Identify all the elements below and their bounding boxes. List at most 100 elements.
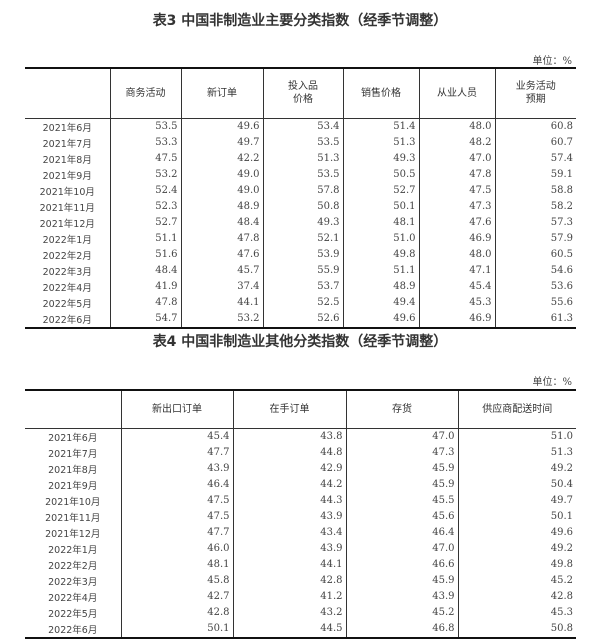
row-label: 2022年3月	[48, 576, 98, 588]
table-cell: 44.3	[232, 492, 346, 509]
table-cell: 45.8	[120, 572, 233, 589]
row-label: 2021年9月	[48, 480, 98, 492]
table-cell: 44.5	[232, 620, 346, 638]
table-row: 2022年1月 46.0 43.9 47.0 49.2	[25, 540, 576, 557]
table-cell: 45.4	[120, 428, 233, 445]
table-cell: 47.8	[418, 166, 495, 183]
row-label: 2021年8月	[48, 464, 98, 476]
table-row: 2022年6月 50.1 44.5 46.8 50.8	[25, 620, 576, 638]
table-cell: 51.0	[457, 428, 576, 445]
table-cell: 57.8	[262, 182, 343, 199]
table4-unit: 单位：%	[532, 377, 572, 388]
table-cell: 48.2	[418, 134, 495, 151]
table-cell: 51.4	[342, 118, 419, 135]
table-cell: 53.5	[262, 134, 343, 151]
table-row: 2022年6月 54.7 53.2 52.6 49.6 46.9 61.3	[25, 310, 576, 328]
table-cell: 47.0	[418, 150, 495, 167]
table-cell: 48.0	[418, 246, 495, 263]
table-row: 2021年9月 53.2 49.0 53.5 50.5 47.8 59.1	[25, 166, 576, 183]
table-cell: 47.8	[109, 294, 181, 311]
table-cell: 44.8	[232, 444, 346, 461]
row-label: 2021年11月	[39, 202, 95, 214]
column-header	[25, 390, 121, 428]
table3-body: 2021年6月 53.5 49.6 53.4 51.4 48.0 60.8 2021年7月 53…	[25, 118, 576, 328]
table-cell: 42.9	[232, 460, 346, 477]
table-cell: 47.0	[345, 428, 458, 445]
table-row: 2022年5月 42.8 43.2 45.2 45.3	[25, 604, 576, 621]
table-cell: 49.3	[342, 150, 419, 167]
table-row: 2021年11月 47.5 43.9 45.6 50.1	[25, 508, 576, 525]
table-cell: 53.9	[262, 246, 343, 263]
table-cell: 48.4	[180, 214, 263, 231]
table-cell: 47.7	[120, 524, 233, 541]
table-cell: 43.8	[232, 428, 346, 445]
row-label: 2021年10月	[39, 186, 95, 198]
table-row: 2021年6月 53.5 49.6 53.4 51.4 48.0 60.8	[25, 118, 576, 135]
row-label: 2022年6月	[42, 314, 92, 326]
table-cell: 57.4	[494, 150, 576, 167]
column-header: 商务活动	[109, 68, 181, 118]
table-row: 2022年2月 51.6 47.6 53.9 49.8 48.0 60.5	[25, 246, 576, 263]
table-cell: 57.3	[494, 214, 576, 231]
table-row: 2022年3月 45.8 42.8 45.9 45.2	[25, 572, 576, 589]
table-cell: 59.1	[494, 166, 576, 183]
table-cell: 51.3	[262, 150, 343, 167]
row-label: 2022年2月	[48, 560, 98, 572]
table-cell: 51.3	[342, 134, 419, 151]
table4-title: 表4 中国非制造业其他分类指数（经季节调整）	[152, 334, 448, 350]
table-cell: 43.4	[232, 524, 346, 541]
table-cell: 47.1	[418, 262, 495, 279]
table-cell: 51.1	[109, 230, 181, 247]
table-cell: 44.1	[180, 294, 263, 311]
table-cell: 46.6	[345, 556, 458, 573]
table-cell: 49.6	[342, 310, 419, 328]
table-cell: 47.7	[120, 444, 233, 461]
table-cell: 45.9	[345, 572, 458, 589]
table-cell: 44.2	[232, 476, 346, 493]
table3-title: 表3 中国非制造业主要分类指数（经季节调整）	[152, 13, 448, 29]
table-cell: 49.7	[180, 134, 263, 151]
table-cell: 46.9	[418, 310, 495, 328]
column-header: 新订单	[180, 68, 263, 118]
column-header: 投入品 价格	[262, 68, 343, 118]
table-row: 2022年2月 48.1 44.1 46.6 49.8	[25, 556, 576, 573]
table-cell: 49.6	[180, 118, 263, 135]
table-cell: 45.2	[345, 604, 458, 621]
table-cell: 43.9	[232, 540, 346, 557]
table-cell: 53.3	[109, 134, 181, 151]
table-cell: 45.2	[457, 572, 576, 589]
row-label: 2021年9月	[42, 170, 92, 182]
table-cell: 43.9	[120, 460, 233, 477]
table-cell: 55.6	[494, 294, 576, 311]
table-cell: 45.3	[418, 294, 495, 311]
row-label: 2022年3月	[42, 266, 92, 278]
table-cell: 45.5	[345, 492, 458, 509]
table-cell: 50.5	[342, 166, 419, 183]
table-cell: 48.9	[342, 278, 419, 295]
table-cell: 42.8	[457, 588, 576, 605]
table-cell: 47.3	[345, 444, 458, 461]
table-cell: 52.7	[342, 182, 419, 199]
table-cell: 47.5	[109, 150, 181, 167]
table-cell: 57.9	[494, 230, 576, 247]
table-cell: 53.5	[262, 166, 343, 183]
column-header: 从业人员	[418, 68, 495, 118]
row-label: 2022年4月	[48, 592, 98, 604]
row-label: 2021年7月	[48, 448, 98, 460]
column-header: 在手订单	[232, 390, 346, 428]
table-cell: 54.6	[494, 262, 576, 279]
table-cell: 49.8	[457, 556, 576, 573]
table3: 商务活动 新订单 投入品 价格 销售价格 从业人员 业务活动 预期 2021年6月 53.5…	[25, 67, 576, 329]
table-cell: 58.8	[494, 182, 576, 199]
table-cell: 41.2	[232, 588, 346, 605]
table-cell: 47.8	[180, 230, 263, 247]
table-cell: 51.0	[342, 230, 419, 247]
table-cell: 49.7	[457, 492, 576, 509]
table-row: 2021年7月 53.3 49.7 53.5 51.3 48.2 60.7	[25, 134, 576, 151]
table-row: 2021年12月 52.7 48.4 49.3 48.1 47.6 57.3	[25, 214, 576, 231]
table-cell: 50.1	[457, 508, 576, 525]
table-cell: 48.9	[180, 198, 263, 215]
table-cell: 43.9	[232, 508, 346, 525]
table-row: 2021年8月 47.5 42.2 51.3 49.3 47.0 57.4	[25, 150, 576, 167]
table-cell: 48.1	[120, 556, 233, 573]
